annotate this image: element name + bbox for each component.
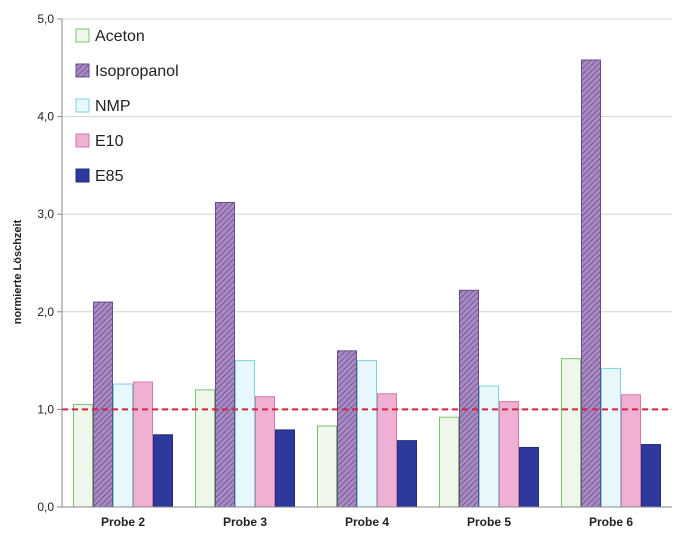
legend-label-e10: E10	[95, 133, 124, 150]
axes: 0,0 1,0 2,0 3,0 4,0 5,0 Probe 2 Probe 3 Probe 4 P…	[37, 12, 672, 529]
bar-isopropanol-probe-4	[337, 350, 357, 508]
x-tick-label: Probe 4	[345, 515, 389, 529]
x-tick-label: Probe 3	[223, 515, 267, 529]
legend-swatch-nmp	[75, 98, 90, 113]
legend-label-aceton: Aceton	[95, 28, 145, 45]
y-tick-label: 3,0	[37, 207, 54, 221]
bar-e10-probe-2	[133, 381, 153, 508]
bar-aceton-probe-5	[439, 416, 459, 508]
bar-e10-probe-4	[377, 393, 397, 508]
x-tick-label: Probe 5	[467, 515, 511, 529]
y-tick-label: 1,0	[37, 402, 54, 416]
bar-isopropanol-probe-2	[93, 301, 113, 508]
bar-e10-probe-5	[499, 401, 519, 508]
y-axis-title: normierte Löschzeit	[12, 219, 24, 324]
bar-nmp-probe-5	[479, 385, 499, 508]
bar-e85-probe-2	[153, 434, 173, 508]
bar-aceton-probe-2	[73, 404, 93, 508]
bar-isopropanol-probe-5	[459, 289, 479, 508]
bar-isopropanol-probe-3	[215, 201, 235, 508]
y-tick-label: 4,0	[37, 110, 54, 124]
bar-e10-probe-6	[621, 394, 641, 508]
bar-e85-probe-6	[641, 444, 661, 508]
bar-nmp-probe-6	[601, 367, 621, 508]
legend-swatch-isopropanol	[75, 63, 90, 78]
legend-swatch-e85	[75, 168, 90, 183]
bar-e85-probe-5	[519, 446, 539, 508]
y-tick-label: 5,0	[37, 12, 54, 26]
y-tick-label: 2,0	[37, 305, 54, 319]
x-tick-label: Probe 6	[589, 515, 633, 529]
x-tick-label: Probe 2	[101, 515, 145, 529]
bar-e85-probe-3	[275, 429, 295, 508]
bars	[73, 59, 661, 508]
legend: Aceton Isopropanol NMP E10 E85	[75, 28, 179, 185]
bar-isopropanol-probe-6	[581, 59, 601, 508]
bar-e10-probe-3	[255, 396, 275, 508]
legend-swatch-e10	[75, 133, 90, 148]
y-tick-label: 0,0	[37, 500, 54, 514]
bar-nmp-probe-4	[357, 360, 377, 508]
bar-aceton-probe-6	[561, 358, 581, 508]
bar-aceton-probe-4	[317, 425, 337, 508]
legend-label-nmp: NMP	[95, 98, 131, 115]
legend-swatch-aceton	[75, 28, 90, 43]
bar-aceton-probe-3	[195, 389, 215, 508]
legend-label-e85: E85	[95, 168, 124, 185]
legend-label-isopropanol: Isopropanol	[95, 63, 179, 80]
bar-nmp-probe-2	[113, 383, 133, 508]
bar-nmp-probe-3	[235, 360, 255, 508]
bar-e85-probe-4	[397, 440, 417, 508]
